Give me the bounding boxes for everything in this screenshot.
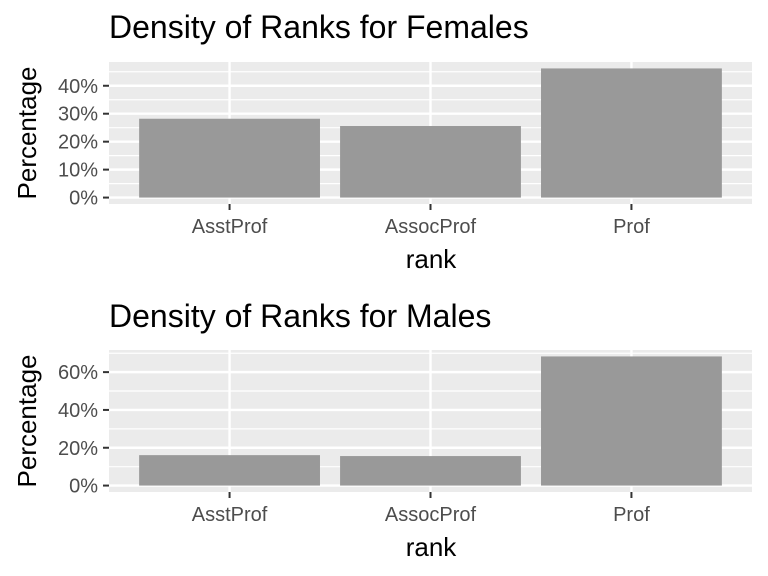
x-tick-label: AssocProf bbox=[385, 504, 477, 526]
x-tick-label: Prof bbox=[613, 504, 650, 526]
x-tick-label: AsstProf bbox=[192, 216, 268, 238]
x-axis-ticks: AsstProf AssocProf Prof bbox=[192, 492, 650, 526]
chart-title: Density of Ranks for Females bbox=[109, 9, 529, 45]
y-tick-label: 40% bbox=[58, 76, 98, 98]
y-tick-label: 60% bbox=[58, 362, 98, 384]
y-tick-label: 0% bbox=[69, 476, 98, 498]
males-chart: Density of Ranks for Males 0% 20% 40% 60% A… bbox=[12, 298, 752, 562]
bar-assocprof bbox=[340, 126, 521, 198]
y-tick-label: 30% bbox=[58, 104, 98, 126]
y-axis-ticks: 0% 10% 20% 30% 40% bbox=[58, 76, 109, 210]
bars bbox=[139, 356, 722, 486]
x-tick-label: Prof bbox=[613, 216, 650, 238]
x-tick-label: AsstProf bbox=[192, 504, 268, 526]
y-axis-ticks: 0% 20% 40% 60% bbox=[58, 362, 109, 498]
bar-assocprof bbox=[340, 456, 521, 486]
y-axis-title: Percentage bbox=[12, 67, 42, 200]
chart-title: Density of Ranks for Males bbox=[109, 298, 491, 334]
y-tick-label: 10% bbox=[58, 160, 98, 182]
y-tick-label: 40% bbox=[58, 400, 98, 422]
y-axis-title: Percentage bbox=[12, 355, 42, 488]
bar-prof bbox=[541, 68, 722, 198]
y-tick-label: 20% bbox=[58, 438, 98, 460]
y-tick-label: 20% bbox=[58, 132, 98, 154]
bar-asstprof bbox=[139, 118, 320, 198]
x-tick-label: AssocProf bbox=[385, 216, 477, 238]
bar-asstprof bbox=[139, 455, 320, 486]
x-axis-ticks: AsstProf AssocProf Prof bbox=[192, 204, 650, 238]
x-axis-title: rank bbox=[406, 244, 458, 274]
bars bbox=[139, 68, 722, 198]
y-tick-label: 0% bbox=[69, 188, 98, 210]
x-axis-title: rank bbox=[406, 532, 458, 562]
females-chart: Density of Ranks for Females 0% 10% 20% 30%… bbox=[12, 9, 752, 274]
bar-prof bbox=[541, 356, 722, 486]
